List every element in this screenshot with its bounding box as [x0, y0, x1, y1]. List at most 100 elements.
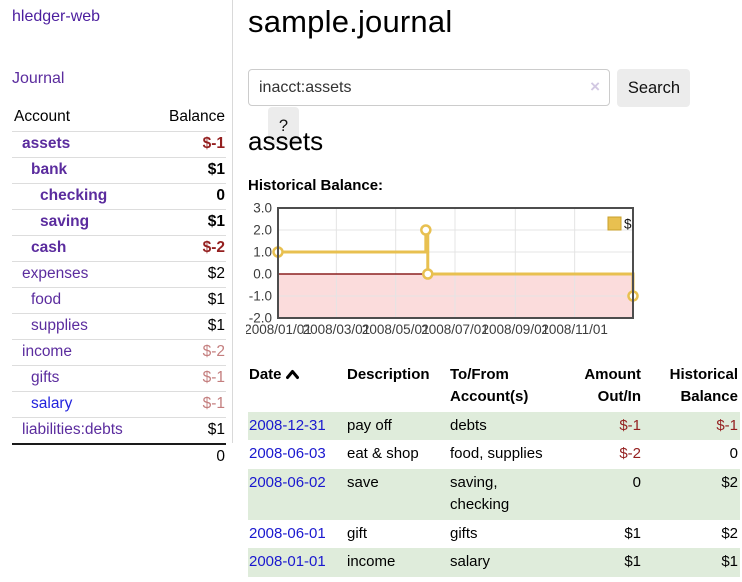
- register-header-balance: Historical Balance: [669, 366, 738, 405]
- transaction-accounts: salary: [450, 553, 491, 571]
- register-header-tofrom: To/From Account(s): [450, 366, 529, 405]
- accounts-total-value: 0: [216, 448, 225, 465]
- transaction-balance: $2: [721, 524, 738, 542]
- svg-text:2008/07/01: 2008/07/01: [421, 322, 489, 337]
- transaction-amount: $1: [624, 553, 641, 571]
- account-balance: $1: [207, 421, 225, 438]
- transaction-description: save: [347, 474, 379, 491]
- account-link[interactable]: cash: [31, 239, 67, 256]
- account-link[interactable]: checking: [40, 187, 108, 204]
- svg-text:-1.0: -1.0: [249, 289, 272, 304]
- historical-balance-chart: 3.0 2.0 1.0 0.0 -1.0 -2.0 2008/01/01 2008/03/01…: [244, 200, 646, 342]
- account-row: salary $-1: [12, 391, 226, 418]
- transaction-accounts: food, supplies: [450, 445, 543, 463]
- account-row: income $-2: [12, 339, 226, 366]
- transaction-date-link[interactable]: 2008-12-31: [249, 416, 326, 434]
- transaction-description: income: [347, 553, 396, 571]
- accounts-header-balance: Balance: [168, 108, 225, 125]
- account-row: expenses $2: [12, 261, 226, 288]
- sort-ascending-icon: [285, 365, 299, 387]
- svg-text:2008/01/01: 2008/01/01: [246, 322, 312, 337]
- main-content: sample.journal × Search ? assets Histori…: [248, 0, 742, 194]
- account-link[interactable]: income: [22, 343, 72, 360]
- transaction-row: 2008-01-01 income salary $1 $1: [248, 548, 740, 577]
- accounts-header-row: Account Balance: [12, 104, 226, 132]
- transaction-balance: $2: [721, 474, 738, 491]
- transaction-amount: $-1: [619, 416, 641, 434]
- transaction-description: gift: [347, 524, 368, 542]
- clear-search-icon[interactable]: ×: [590, 77, 600, 96]
- transaction-date-link[interactable]: 2008-06-01: [249, 524, 326, 542]
- account-link[interactable]: assets: [22, 135, 71, 152]
- account-row: cash $-2: [12, 235, 226, 262]
- account-balance: $1: [207, 213, 225, 230]
- accounts-header-account: Account: [14, 108, 71, 125]
- transaction-amount: $-2: [619, 445, 641, 463]
- account-link[interactable]: liabilities:debts: [22, 421, 123, 438]
- transaction-accounts: debts: [450, 416, 487, 434]
- account-link[interactable]: gifts: [31, 369, 60, 386]
- transaction-balance: $1: [721, 553, 738, 571]
- search-input[interactable]: [248, 69, 610, 106]
- account-link[interactable]: food: [31, 291, 62, 308]
- account-balance: $-1: [202, 395, 225, 412]
- register-header-date[interactable]: Date: [248, 362, 346, 412]
- transaction-date-link[interactable]: 2008-06-02: [249, 474, 326, 491]
- account-row: checking 0: [12, 183, 226, 210]
- account-link[interactable]: salary: [31, 395, 73, 412]
- sidebar-item-journal[interactable]: Journal: [12, 70, 65, 87]
- transaction-row: 2008-06-01 gift gifts $1 $2: [248, 520, 740, 549]
- account-row: liabilities:debts $1: [12, 417, 226, 445]
- account-balance: $-1: [202, 135, 225, 152]
- accounts-total-row: 0: [12, 444, 226, 470]
- account-link[interactable]: expenses: [22, 265, 89, 282]
- help-button[interactable]: ?: [268, 107, 299, 145]
- account-link[interactable]: saving: [40, 213, 90, 230]
- account-row: saving $1: [12, 209, 226, 236]
- account-row: bank $1: [12, 157, 226, 184]
- svg-text:3.0: 3.0: [253, 201, 272, 216]
- transaction-amount: 0: [632, 474, 641, 491]
- register-table: Date Description To/From Account(s) Amou…: [248, 362, 740, 577]
- svg-text:2008/11/01: 2008/11/01: [541, 322, 608, 337]
- svg-text:2.0: 2.0: [253, 223, 272, 238]
- account-link[interactable]: bank: [31, 161, 68, 178]
- svg-text:2008/05/01: 2008/05/01: [362, 322, 430, 337]
- transaction-row: 2008-06-02 save saving, checking 0 $2: [248, 469, 740, 520]
- account-balance: $1: [207, 317, 225, 334]
- search-button[interactable]: Search: [617, 69, 691, 107]
- account-link[interactable]: supplies: [31, 317, 88, 334]
- svg-text:0.0: 0.0: [253, 267, 272, 282]
- account-balance: $-1: [202, 369, 225, 386]
- transaction-row: 2008-06-03 eat & shop food, supplies $-2 0: [248, 440, 740, 469]
- app-title-link[interactable]: hledger-web: [12, 8, 101, 25]
- account-balance: $-2: [202, 239, 225, 256]
- svg-text:$: $: [624, 217, 632, 232]
- transaction-row: 2008-12-31 pay off debts $-1 $-1: [248, 411, 740, 441]
- page-title: sample.journal: [248, 4, 453, 39]
- account-balance: $1: [207, 161, 225, 178]
- chart-title: Historical Balance:: [248, 177, 384, 194]
- transaction-balance: $-1: [716, 416, 738, 434]
- register-header-description: Description: [347, 366, 430, 383]
- transaction-amount: $1: [624, 524, 641, 542]
- transaction-date-link[interactable]: 2008-06-03: [249, 445, 326, 463]
- svg-text:-2.0: -2.0: [249, 311, 272, 326]
- account-balance: $2: [207, 265, 225, 282]
- account-balance: $-2: [202, 343, 225, 360]
- accounts-table: Account Balance assets $-1 bank $1 checking 0…: [12, 104, 226, 470]
- search-bar: × Search ?: [248, 69, 742, 145]
- transaction-balance: 0: [729, 445, 738, 463]
- transaction-description: pay off: [347, 416, 392, 434]
- register-header-amount: Amount Out/In: [584, 366, 641, 405]
- account-balance: $1: [207, 291, 225, 308]
- svg-text:2008/09/01: 2008/09/01: [482, 322, 550, 337]
- transaction-accounts: gifts: [450, 524, 478, 542]
- account-balance: 0: [216, 187, 225, 204]
- transaction-accounts: saving, checking: [450, 474, 510, 513]
- transaction-date-link[interactable]: 2008-01-01: [249, 553, 326, 571]
- svg-text:2008/03/01: 2008/03/01: [303, 322, 371, 337]
- register-header-row: Date Description To/From Account(s) Amou…: [248, 362, 740, 412]
- sidebar: hledger-web Journal Account Balance asse…: [0, 0, 233, 465]
- account-row: food $1: [12, 287, 226, 314]
